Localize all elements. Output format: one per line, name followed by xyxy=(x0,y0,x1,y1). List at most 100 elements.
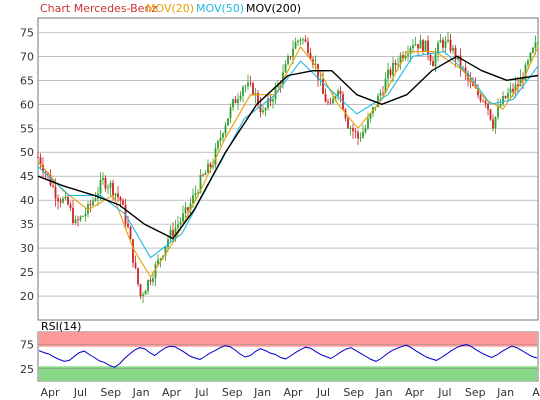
candle xyxy=(207,159,209,174)
x-tick-label: Jul xyxy=(194,386,208,399)
candle xyxy=(329,97,332,105)
candle xyxy=(272,96,274,109)
candle xyxy=(307,37,309,57)
x-tick-label: Apr xyxy=(40,386,60,399)
candle xyxy=(507,87,509,100)
y-tick-label: 65 xyxy=(20,74,34,87)
candle xyxy=(84,207,87,222)
candle xyxy=(359,132,362,143)
candle xyxy=(274,82,277,104)
candle xyxy=(214,143,217,169)
candle xyxy=(284,59,287,74)
candle xyxy=(112,179,114,201)
candle xyxy=(107,184,109,195)
candle xyxy=(237,93,239,111)
candle xyxy=(267,93,269,111)
candle xyxy=(437,40,439,62)
candle xyxy=(317,63,319,87)
candle xyxy=(92,196,94,208)
candle xyxy=(222,132,224,142)
mov20-line xyxy=(37,46,539,278)
candle xyxy=(387,62,389,87)
candle xyxy=(149,275,152,286)
candle xyxy=(254,88,257,104)
candle xyxy=(369,112,372,123)
candle xyxy=(182,205,184,227)
candle xyxy=(504,95,507,100)
candle xyxy=(289,55,292,61)
candle xyxy=(252,81,254,97)
y-tick-label: 45 xyxy=(20,170,34,183)
x-tick-label: Sep xyxy=(100,386,121,399)
rsi-overbought-band xyxy=(39,332,537,347)
x-tick-label: Jul xyxy=(437,386,451,399)
candle xyxy=(189,197,192,214)
candle xyxy=(144,289,147,295)
candle xyxy=(354,128,357,139)
candle xyxy=(62,196,64,204)
candle xyxy=(524,62,527,82)
candle xyxy=(69,201,72,211)
candle xyxy=(402,51,404,62)
candle xyxy=(122,198,124,206)
x-tick-label: Apr xyxy=(405,386,425,399)
candle xyxy=(202,173,204,177)
legend-mov20: MOV(20) xyxy=(146,2,194,15)
y-tick-label: 30 xyxy=(20,242,34,255)
candle xyxy=(442,37,444,53)
candle xyxy=(444,36,447,55)
candle xyxy=(514,76,517,98)
x-tick-label: Sep xyxy=(343,386,364,399)
candle xyxy=(287,53,289,66)
candle xyxy=(362,124,364,139)
y-tick-label: 40 xyxy=(20,194,34,207)
candle xyxy=(142,292,144,303)
candle xyxy=(382,86,384,97)
candle xyxy=(264,106,267,117)
candle xyxy=(419,34,422,49)
candle xyxy=(194,185,197,202)
candle xyxy=(327,98,329,106)
candle xyxy=(219,129,222,146)
candle xyxy=(302,37,304,45)
price-y-axis: 20 25 30 35 40 45 50 55 60 65 70 75 xyxy=(20,26,34,303)
mov200-line xyxy=(37,55,539,240)
x-tick-label: Jul xyxy=(316,386,330,399)
x-tick-label: Sep xyxy=(222,386,243,399)
y-tick-label: 75 xyxy=(20,26,34,39)
candle xyxy=(77,215,79,227)
candle xyxy=(492,114,494,132)
candle xyxy=(262,104,264,115)
candle xyxy=(439,33,442,43)
price-plot-area xyxy=(37,17,539,321)
candle xyxy=(399,52,402,70)
candle xyxy=(384,72,387,94)
candle xyxy=(324,88,327,103)
candle xyxy=(94,192,97,202)
y-tick-label: 35 xyxy=(20,218,34,231)
candle xyxy=(269,93,272,107)
candle xyxy=(502,91,504,107)
candle xyxy=(357,129,359,146)
y-tick-label: 55 xyxy=(20,122,34,135)
candle xyxy=(217,139,219,152)
candle xyxy=(57,194,59,210)
candle xyxy=(489,108,492,121)
candle xyxy=(537,37,539,49)
legend-mov50: MOV(50) xyxy=(196,2,244,15)
candle xyxy=(224,121,227,138)
candle xyxy=(412,38,414,54)
rsi-tick-label: 25 xyxy=(20,363,34,376)
candle xyxy=(424,40,427,53)
candle xyxy=(242,85,244,103)
x-tick-label: Jul xyxy=(73,386,87,399)
candle xyxy=(347,115,349,130)
candle xyxy=(229,103,232,124)
candle xyxy=(187,206,189,219)
x-tick-label: A xyxy=(532,386,540,399)
candle xyxy=(427,35,429,61)
candle xyxy=(249,75,252,87)
candle xyxy=(72,199,74,226)
candle xyxy=(247,74,249,90)
candle xyxy=(244,84,247,93)
